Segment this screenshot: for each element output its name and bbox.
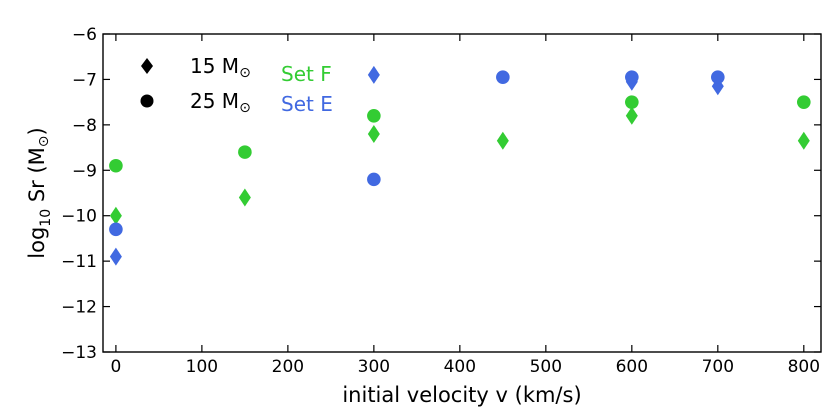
x-tick-label-400: 400: [444, 357, 476, 377]
y-axis-title: log10 Sr (M⊙): [25, 127, 54, 258]
point-set-e-circle-4: [711, 70, 725, 84]
legend-label-15msun: 15 M⊙: [190, 54, 251, 81]
x-tick-label-500: 500: [530, 357, 562, 377]
x-tick-label-800: 800: [788, 357, 820, 377]
y-axis-title-sub: 10: [38, 209, 54, 227]
point-set-f-diamond-4: [625, 106, 638, 125]
legend-label-25msun-text: 25 M: [190, 89, 239, 113]
ticks-layer: 0 100 200 300 400 500 600 700 800 −13 −12 −11 −10 −9 −…: [61, 25, 821, 377]
legend-circle-marker: [140, 94, 154, 108]
legend-set-e: Set E: [281, 92, 333, 116]
point-set-f-diamond-2: [367, 124, 380, 143]
legend-label-15msun-text: 15 M: [190, 54, 239, 78]
y-axis-title-rest: Sr (M: [25, 147, 49, 209]
x-tick-label-300: 300: [358, 357, 390, 377]
x-tick-label-700: 700: [702, 357, 734, 377]
legend-label-25msun: 25 M⊙: [190, 89, 251, 116]
point-set-e-circle-3: [625, 70, 639, 84]
legend-set-f: Set F: [281, 62, 332, 86]
x-tick-label-0: 0: [110, 357, 121, 377]
y-tick-label-7: −6: [72, 25, 97, 45]
point-set-f-diamond-1: [238, 188, 251, 207]
y-tick-label-5: −8: [72, 116, 97, 136]
point-set-e-circle-2: [496, 70, 510, 84]
point-set-f-circle-2: [367, 108, 381, 123]
x-tick-label-600: 600: [616, 357, 648, 377]
legend-diamond-marker: [141, 58, 153, 74]
legend-label-25msun-sun: ⊙: [239, 100, 251, 116]
point-set-f-diamond-5: [797, 131, 810, 150]
y-tick-label-0: −13: [61, 343, 97, 363]
y-axis-title-close: ): [25, 127, 49, 135]
x-axis-title: initial velocity v (km/s): [342, 383, 581, 407]
legend: 15 M⊙ 25 M⊙ Set F Set E: [140, 54, 333, 116]
point-set-f-diamond-3: [496, 131, 509, 150]
point-set-f-circle-0: [109, 158, 123, 173]
y-axis-title-main: log: [25, 227, 49, 259]
points-layer: [109, 65, 811, 266]
y-tick-label-2: −11: [61, 252, 97, 272]
point-set-e-circle-1: [367, 172, 381, 187]
point-set-f-circle-1: [238, 145, 252, 159]
plot-frame: [102, 33, 822, 353]
point-set-f-circle-4: [797, 95, 811, 109]
point-set-e-diamond-0: [109, 247, 122, 266]
point-set-f-diamond-0: [109, 206, 122, 225]
y-axis-title-sun: ⊙: [36, 135, 52, 147]
point-set-e-circle-0: [109, 222, 123, 237]
x-tick-label-100: 100: [186, 357, 218, 377]
y-tick-label-3: −10: [61, 207, 97, 227]
y-tick-label-6: −7: [72, 70, 97, 90]
point-set-e-diamond-1: [367, 65, 380, 84]
y-tick-label-1: −12: [61, 298, 97, 318]
x-tick-label-200: 200: [272, 357, 304, 377]
point-set-f-circle-3: [625, 95, 639, 109]
legend-label-15msun-sun: ⊙: [239, 65, 251, 81]
y-tick-label-4: −9: [72, 161, 97, 181]
